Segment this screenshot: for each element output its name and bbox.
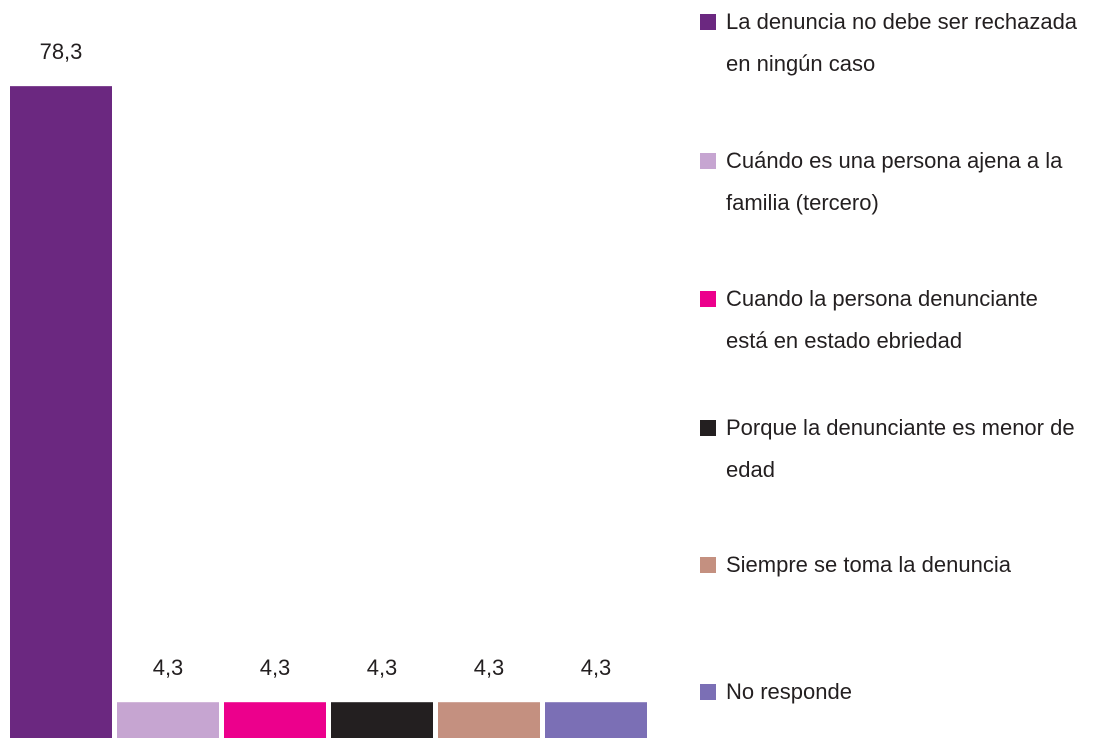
bar: [331, 702, 433, 738]
bar: [438, 702, 540, 738]
legend-label: La denuncia no debe ser rechazada en nin…: [726, 9, 1078, 76]
legend-swatch: [700, 557, 716, 573]
plot-area: 78,3 4,3 4,3 4,3 4,3 4,3: [10, 39, 647, 738]
data-label: 78,3: [40, 39, 83, 64]
legend-swatch: [700, 684, 716, 700]
legend-label: Cuándo es una persona ajena a la familia…: [726, 148, 1063, 215]
bar: [224, 702, 326, 738]
legend-label: Porque la denunciante es menor de edad: [726, 415, 1075, 482]
legend-label: Siempre se toma la denuncia: [726, 552, 1011, 577]
bar: [10, 86, 112, 738]
data-label: 4,3: [474, 655, 505, 680]
data-label: 4,3: [153, 655, 184, 680]
data-label: 4,3: [260, 655, 291, 680]
legend-swatch: [700, 14, 716, 30]
legend-swatch: [700, 420, 716, 436]
legend-swatch: [700, 291, 716, 307]
data-label: 4,3: [581, 655, 612, 680]
legend-label: Cuando la persona denunciante está en es…: [726, 286, 1038, 353]
legend-label: No responde: [726, 679, 852, 704]
data-label: 4,3: [367, 655, 398, 680]
legend-swatch: [700, 153, 716, 169]
bar: [545, 702, 647, 738]
bar: [117, 702, 219, 738]
